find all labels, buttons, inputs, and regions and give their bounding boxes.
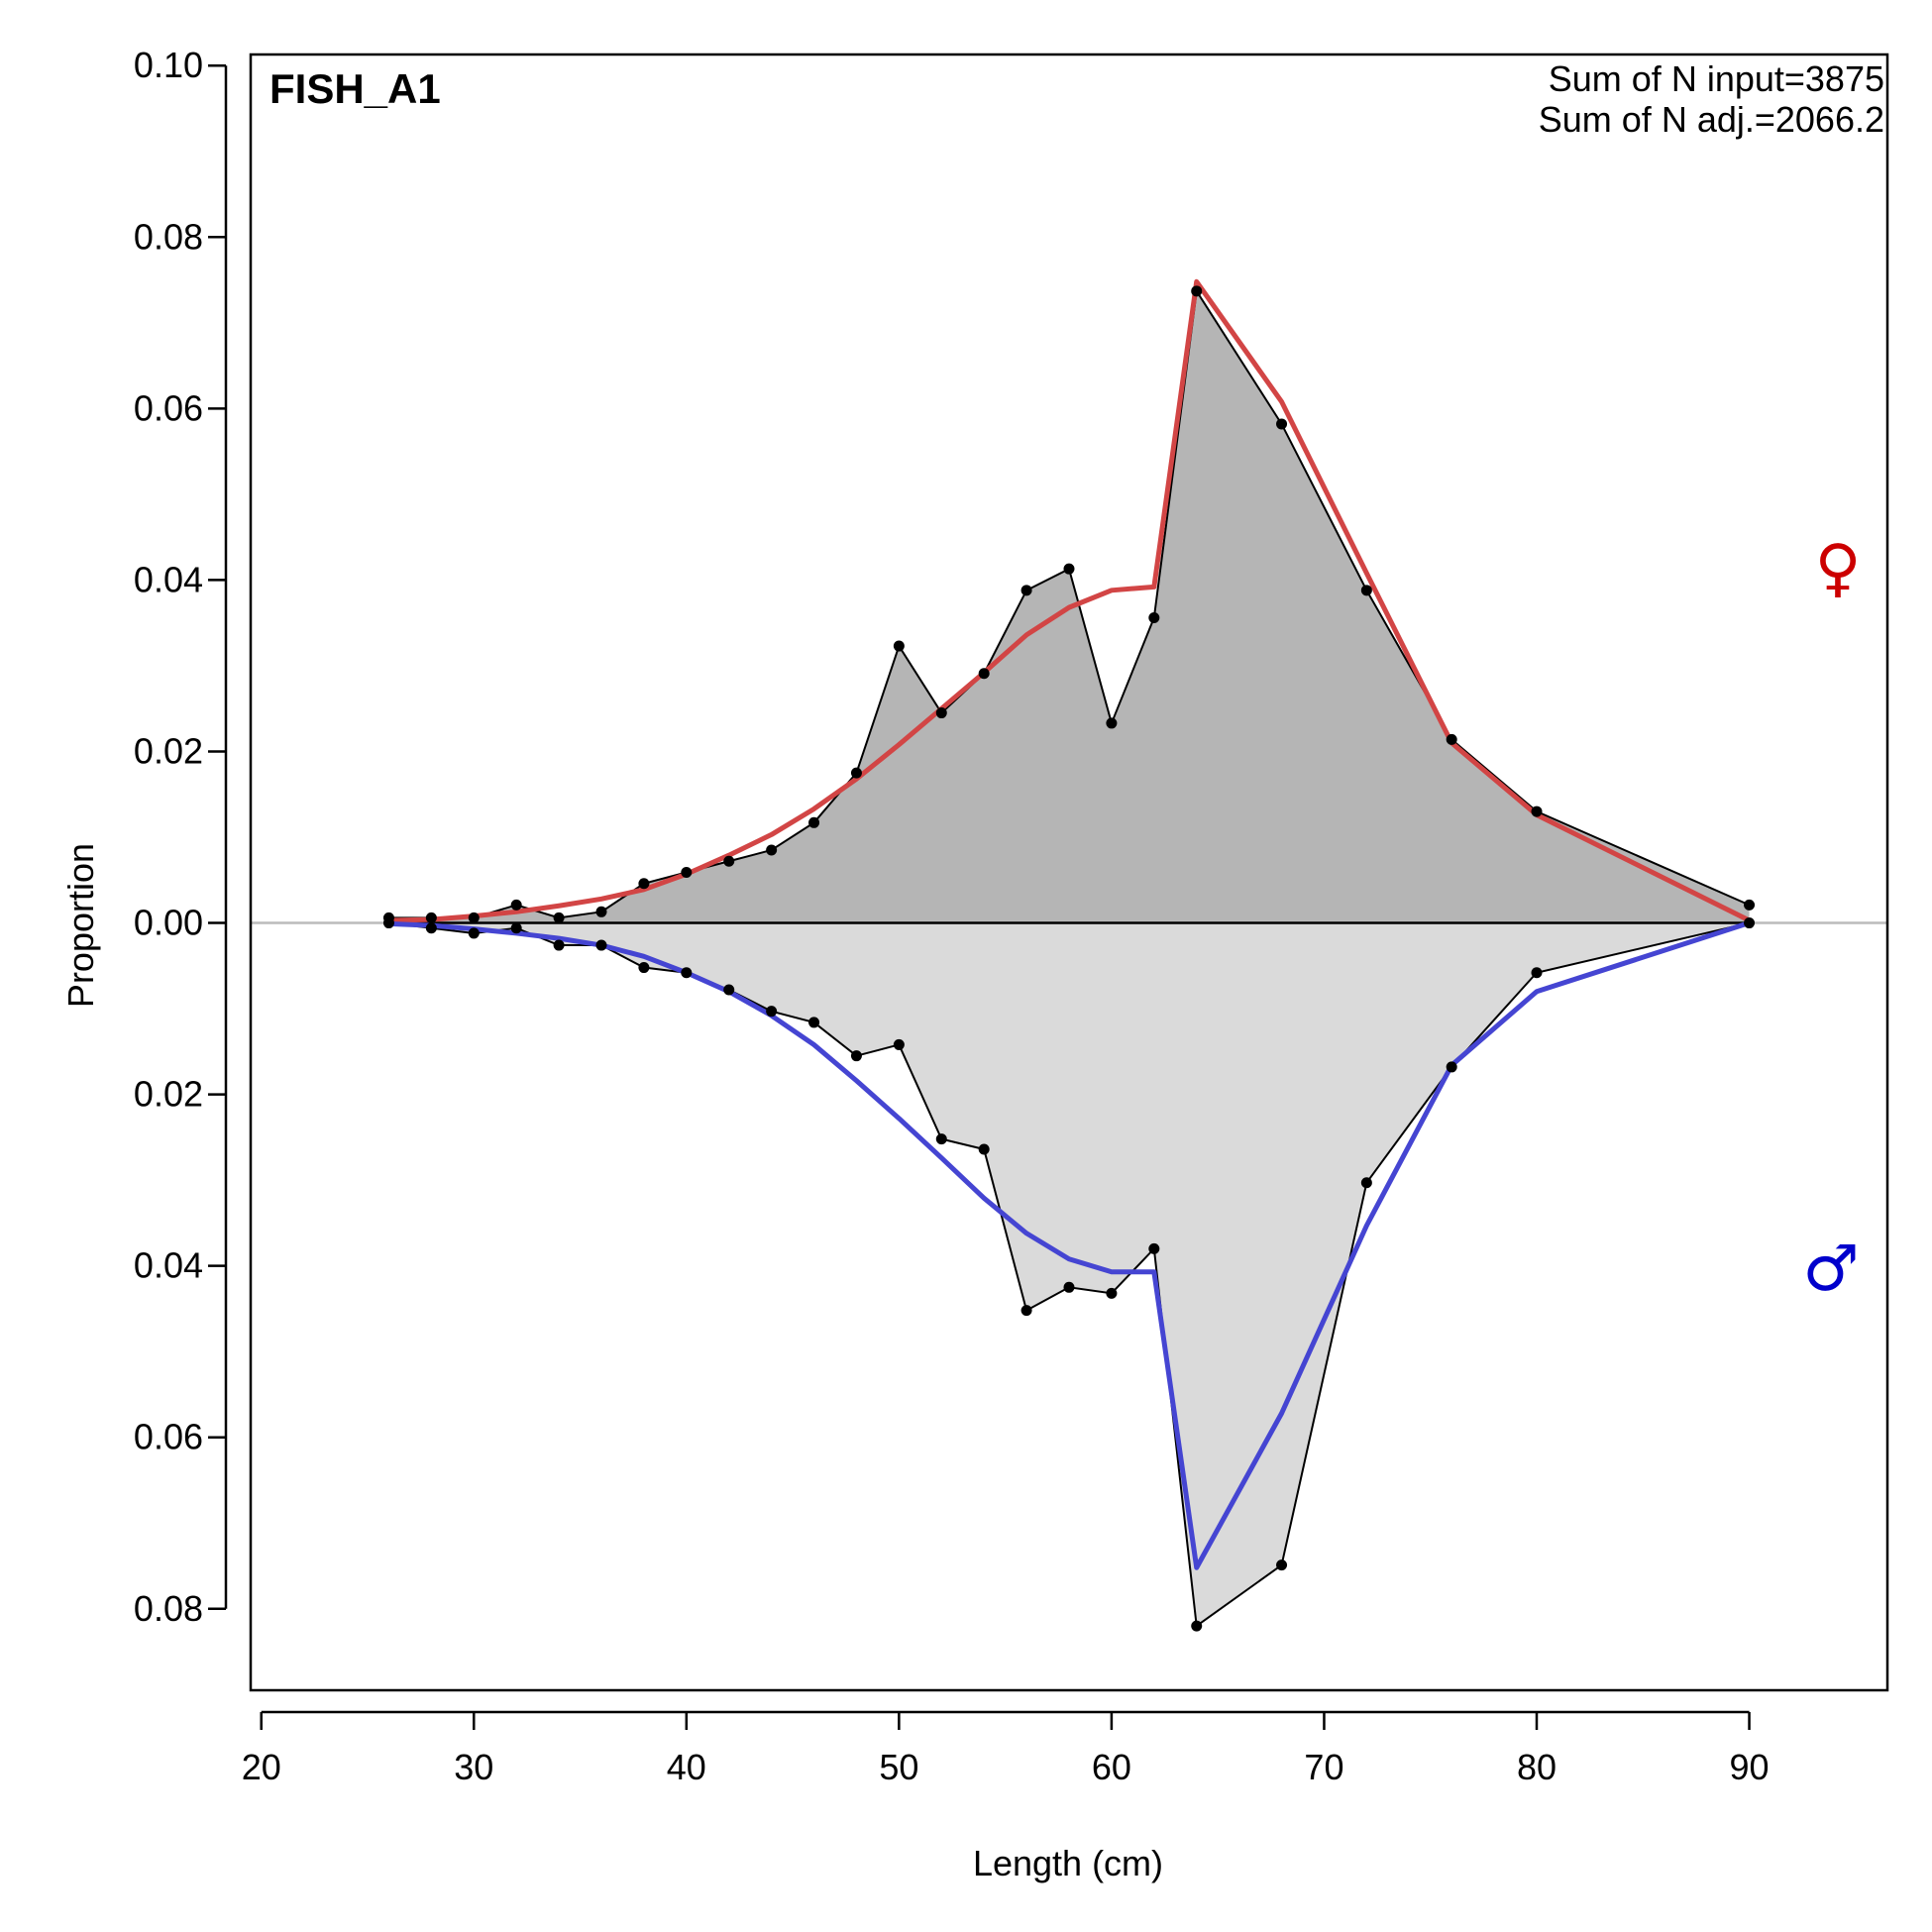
male-observed-point [1446,1061,1457,1073]
male-symbol-icon: ♂ [1802,1233,1859,1306]
male-observed-point [935,1133,947,1145]
male-expected-line [388,920,1751,1570]
y-tick-label: 0.04 [134,1245,203,1286]
y-axis-title: Proportion [60,843,101,1008]
female-observed-point [595,906,607,917]
male-observed-point [1744,917,1756,929]
male-observed-point [681,967,693,979]
plot-area [251,278,1887,1632]
male-observed-point [1106,1287,1118,1299]
y-tick-label: 0.06 [134,387,203,428]
male-observed-point [595,939,607,951]
male-observed-point [468,927,480,939]
x-tick-label: 90 [1730,1747,1770,1787]
sum-n-adj-annotation: Sum of N adj.=2066.2 [1539,99,1884,140]
male-observed-point [1063,1281,1075,1293]
y-tick-label: 0.02 [134,1074,203,1115]
x-tick-label: 60 [1092,1747,1131,1787]
y-tick-label: 0.08 [134,1588,203,1629]
chart-title: FISH_A1 [269,65,441,112]
male-observed-point [1531,967,1543,979]
x-axis-title: Length (cm) [973,1843,1163,1883]
female-observed-point [638,878,650,890]
female-observed-point [935,707,947,719]
female-observed-point [1191,285,1203,297]
x-tick-label: 70 [1304,1747,1343,1787]
male-observed-point [1148,1242,1160,1254]
female-observed-point [1148,612,1160,624]
female-observed-point [978,668,990,680]
female-observed-point [850,767,862,779]
x-tick-label: 20 [242,1747,281,1787]
male-observed-point [425,922,437,934]
male-observed-point [808,1017,820,1028]
female-observed-point [1020,585,1032,596]
male-observed-point [1276,1559,1288,1571]
female-observed-point [468,912,480,923]
male-observed-point [723,984,735,996]
y-tick-label: 0.10 [134,45,203,85]
female-expected-line [388,278,1751,923]
y-tick-label: 0.02 [134,730,203,771]
female-observed-point [553,912,565,923]
female-observed-point [766,844,778,856]
male-observed-area [388,922,1750,1627]
axes: 20 30 40 50 60 70 80 90 0.10 0.08 0.06 0.04 0.02 0.00… [134,45,1889,1787]
y-tick-label: 0.00 [134,903,203,943]
x-tick-label: 30 [454,1747,493,1787]
female-observed-point [723,855,735,867]
female-observed-point [1531,805,1543,817]
female-observed-point [893,640,905,652]
male-observed-point [1191,1620,1203,1632]
plot-frame [249,53,1889,1692]
male-observed-point [638,962,650,974]
female-observed-point [808,816,820,828]
female-symbol-icon: ♀ [1815,532,1862,605]
y-tick-label: 0.04 [134,559,203,599]
female-observed-point [1744,899,1756,911]
female-observed-point [1106,717,1118,729]
y-tick-label: 0.06 [134,1417,203,1457]
male-observed-point [1020,1305,1032,1317]
female-observed-point [425,912,437,923]
female-observed-point [1360,585,1372,596]
x-tick-label: 40 [667,1747,706,1787]
male-observed-point [553,939,565,951]
female-observed-point [510,899,522,911]
male-observed-point [510,922,522,934]
male-observed-point [978,1143,990,1155]
male-observed-point [382,917,394,929]
male-observed-point [893,1038,905,1050]
female-observed-point [1063,563,1075,575]
male-observed-point [766,1006,778,1018]
male-observed-point [850,1050,862,1062]
female-observed-point [681,867,693,878]
male-observed-point [1360,1177,1372,1189]
x-tick-label: 50 [879,1747,918,1787]
y-tick-label: 0.08 [134,216,203,257]
sum-n-input-annotation: Sum of N input=3875 [1549,58,1884,99]
female-observed-point [1446,733,1457,745]
female-observed-point [1276,418,1288,430]
x-tick-label: 80 [1517,1747,1556,1787]
